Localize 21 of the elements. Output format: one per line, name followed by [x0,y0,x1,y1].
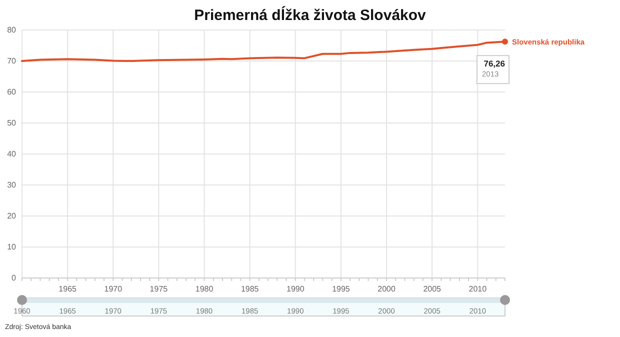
x-tick-label: 2010 [468,284,488,294]
x-tick-label: 1975 [150,284,168,294]
annotation: 76,26 [484,58,506,69]
y-tick-label: 40 [7,150,17,159]
x-tick-label: 1995 [332,284,350,294]
y-tick-label: 50 [7,118,17,128]
x-tick-label: 1965 [58,284,78,294]
y-tick-label: 10 [7,242,17,252]
x-tick-label: 1970 [104,284,123,294]
y-tick-label: 70 [7,56,17,66]
chart-title: Priemerná dĺžka života Slovákov [194,6,427,24]
x-tick-label: 2005 [423,284,442,294]
x-tick-label: 2000 [378,284,396,294]
x-tick-label: 1990 [286,284,305,294]
x-tick-label: 1980 [195,284,214,294]
y-tick-label: 20 [7,212,17,221]
x-tick-label: 1985 [240,284,260,294]
y-tick-label: 80 [7,26,17,35]
y-tick-label: 0 [12,274,17,283]
y-tick-label: 30 [7,180,17,190]
y-tick-label: 60 [7,88,17,97]
